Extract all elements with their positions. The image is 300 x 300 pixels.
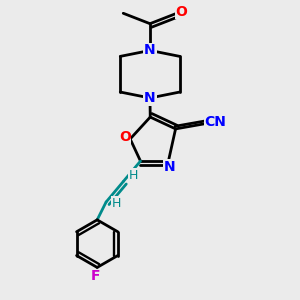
Text: N: N [164,160,176,174]
Text: H: H [129,169,138,182]
Text: F: F [91,269,100,283]
Text: O: O [175,5,187,19]
Text: N: N [144,44,156,57]
Text: CN: CN [204,115,226,129]
Text: N: N [144,91,156,105]
Text: O: O [119,130,131,145]
Text: H: H [112,197,121,210]
